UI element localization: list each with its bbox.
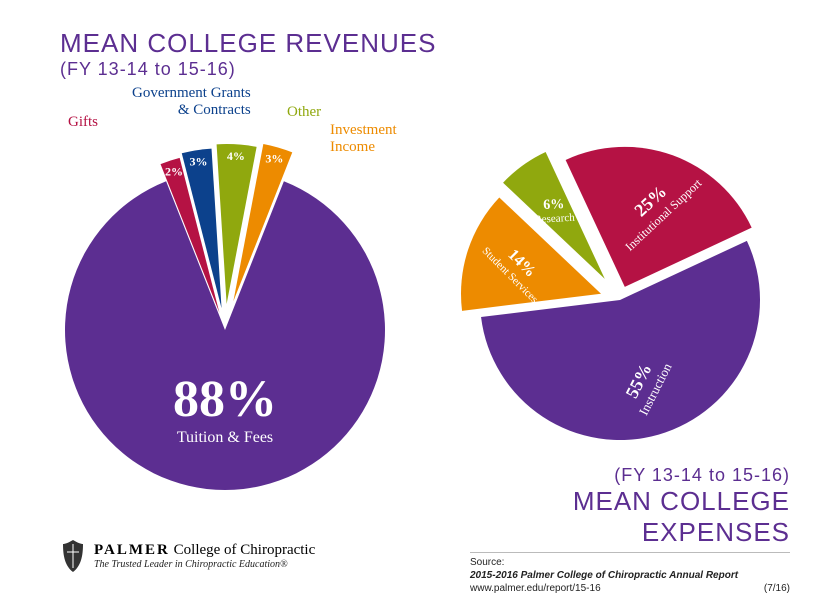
logo-line1: PALMER College of Chiropractic — [94, 542, 315, 559]
source-citation: Source: 2015-2016 Palmer College of Chir… — [470, 552, 790, 595]
source-report: 2015-2016 Palmer College of Chiropractic… — [470, 569, 790, 582]
palmer-crest-icon — [60, 538, 86, 574]
expenses-title-block: (FY 13-14 to 15-16) MEAN COLLEGE EXPENSE… — [470, 465, 790, 548]
expenses-title: MEAN COLLEGE EXPENSES — [470, 486, 790, 548]
palmer-logo: PALMER College of Chiropractic The Trust… — [60, 538, 315, 574]
logo-text: PALMER College of Chiropractic The Trust… — [94, 542, 315, 570]
source-url: www.palmer.edu/report/15-16 — [470, 582, 601, 595]
pct-label: 6% — [543, 197, 565, 213]
slice-name-label: Research — [534, 212, 575, 226]
expenses-subtitle: (FY 13-14 to 15-16) — [470, 465, 790, 486]
source-label: Source: — [470, 556, 790, 569]
logo-tagline: The Trusted Leader in Chiropractic Educa… — [94, 559, 315, 570]
source-date: (7/16) — [764, 582, 790, 595]
expenses-pie-chart: 55%Instruction14%Student Services6%Resea… — [0, 0, 840, 500]
